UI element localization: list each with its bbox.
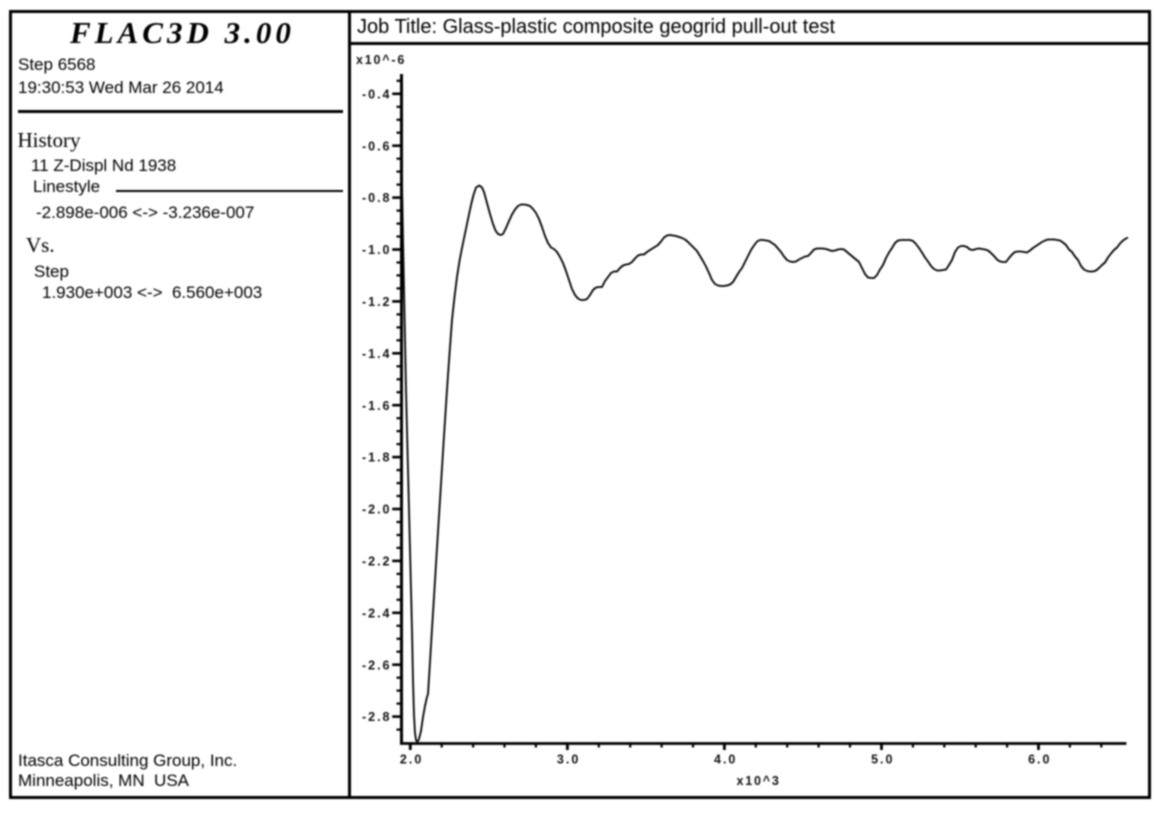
svg-text:-2.8: -2.8 <box>362 710 392 724</box>
svg-text:5.0: 5.0 <box>871 752 894 766</box>
svg-text:-1.8: -1.8 <box>362 451 392 465</box>
svg-text:6.0: 6.0 <box>1028 752 1051 766</box>
svg-text:-1.2: -1.2 <box>362 295 392 309</box>
svg-text:-0.8: -0.8 <box>362 191 392 205</box>
svg-text:-1.6: -1.6 <box>362 399 392 413</box>
svg-text:4.0: 4.0 <box>714 752 737 766</box>
svg-text:-0.6: -0.6 <box>362 139 392 153</box>
svg-text:-2.0: -2.0 <box>362 503 392 517</box>
svg-text:-2.4: -2.4 <box>362 606 392 620</box>
svg-text:-1.0: -1.0 <box>362 243 392 257</box>
svg-text:-0.4: -0.4 <box>362 87 392 101</box>
svg-text:3.0: 3.0 <box>557 752 580 766</box>
svg-text:-2.2: -2.2 <box>362 555 392 569</box>
svg-text:-1.4: -1.4 <box>362 347 392 361</box>
svg-text:-2.6: -2.6 <box>362 658 392 672</box>
svg-text:2.0: 2.0 <box>400 752 423 766</box>
